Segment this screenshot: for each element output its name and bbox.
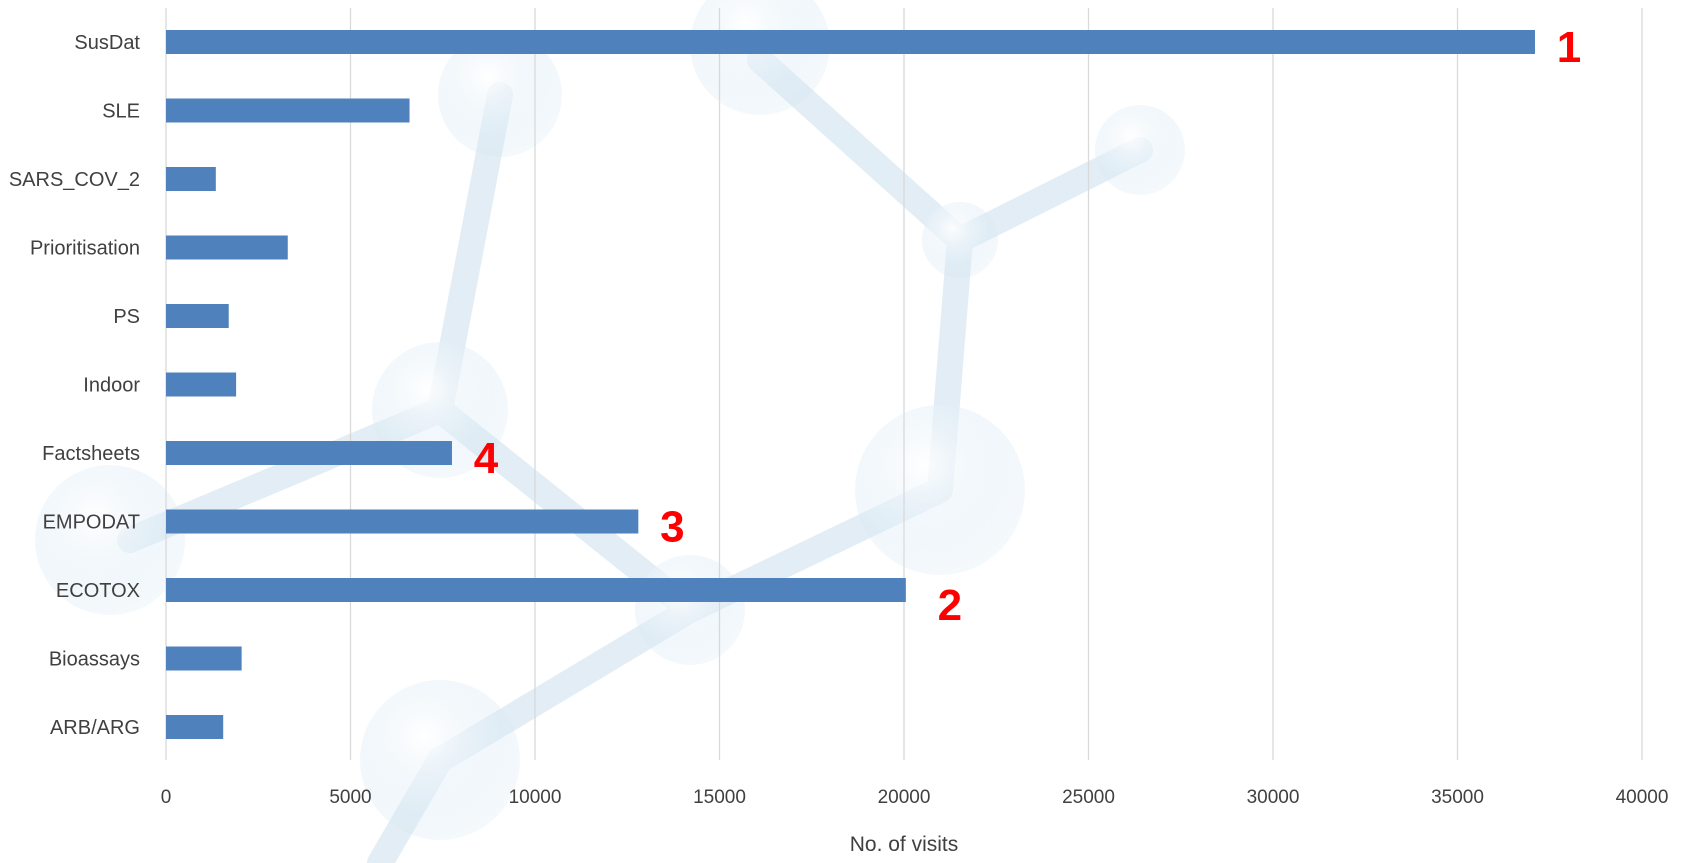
bar [166,441,452,465]
x-axis-title: No. of visits [850,833,959,856]
bar [166,646,242,671]
x-tick-label: 15000 [693,787,746,808]
x-tick-label: 25000 [1062,787,1115,808]
category-label: Factsheets [42,443,140,465]
category-labels: ARB/ARG Bioassays ECOTOX EMPODAT Factsheets I… [9,32,141,739]
category-label: EMPODAT [43,512,140,534]
rank-annotation: 4 [474,434,499,483]
x-tick-label: 20000 [878,787,931,808]
x-tick-label: 40000 [1616,787,1669,808]
rank-annotation: 2 [938,581,962,630]
category-label: SusDat [74,32,140,54]
x-tick-label: 10000 [509,787,562,808]
bar [166,372,237,397]
bar [166,304,229,328]
bar [166,509,639,534]
bar [166,578,906,602]
category-label: Indoor [83,375,140,397]
rank-annotations: 1 2 3 4 [474,23,1581,630]
category-label: ARB/ARG [50,717,140,739]
bars [166,30,1535,739]
bar [166,98,410,123]
category-label: SARS_COV_2 [9,169,140,191]
category-label: Bioassays [49,649,140,671]
x-tick-label: 30000 [1247,787,1300,808]
x-tick-label: 35000 [1431,787,1484,808]
rank-annotation: 3 [660,503,684,552]
category-label: PS [113,306,140,328]
x-tick-labels: 0 5000 10000 15000 20000 25000 30000 35000 40000 [161,787,1669,808]
category-label: ECOTOX [56,580,140,602]
molecule-background-image [35,0,1185,863]
rank-annotation: 1 [1557,23,1581,72]
bar [166,715,224,739]
bar [166,167,216,191]
x-tick-label: 5000 [329,787,371,808]
category-label: SLE [102,101,140,123]
category-label: Prioritisation [30,238,140,260]
bar [166,235,288,260]
bar [166,30,1535,54]
x-tick-label: 0 [161,787,172,808]
